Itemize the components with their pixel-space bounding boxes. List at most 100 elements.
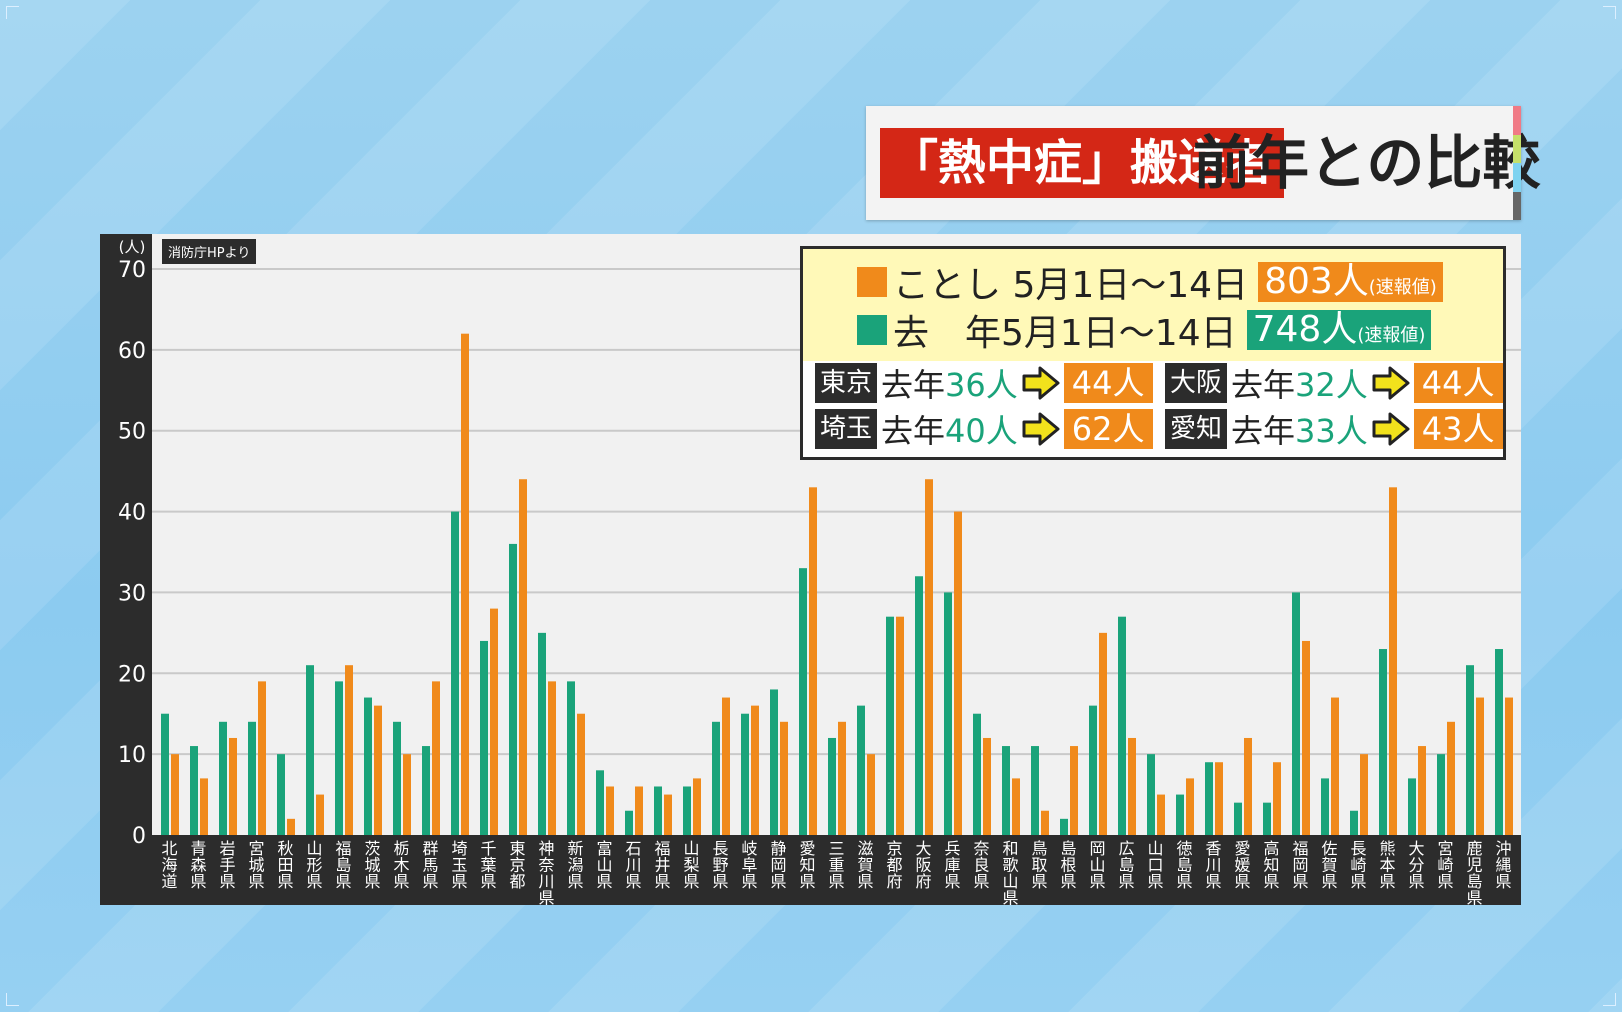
bar-this-year [606, 786, 614, 835]
bar-last-year [1292, 592, 1300, 835]
x-tick-label: 栃木県 [393, 839, 409, 891]
comparison-pref: 愛知 [1165, 409, 1228, 449]
x-tick-label: 鳥取県 [1031, 839, 1047, 891]
bar-last-year [422, 746, 430, 835]
comparison-prefix: 去年 [881, 366, 946, 404]
bar-last-year [915, 576, 923, 835]
x-tick-label: 東京都 [509, 839, 525, 891]
bar-this-year [200, 778, 208, 835]
y-axis-label: (人) [119, 238, 146, 256]
arrow-right-icon [1372, 366, 1410, 400]
bar-last-year [654, 786, 662, 835]
bar-last-year [248, 721, 256, 835]
bar-this-year [838, 721, 846, 835]
bar-this-year [432, 681, 440, 835]
last-year-count-badge: 748人(速報値) [1246, 309, 1432, 350]
last-year-count: 748人 [1252, 309, 1358, 350]
bar-this-year [403, 754, 411, 835]
bar-last-year [480, 640, 488, 835]
arrow-right-icon [1022, 366, 1060, 400]
bar-this-year [722, 697, 730, 835]
bar-last-year [1205, 762, 1213, 835]
comparison-last-value: 36人 [945, 366, 1018, 404]
this-year-label: ことし 5月1日～14日 [893, 265, 1249, 306]
x-tick-label: 福岡県 [1292, 839, 1308, 891]
frame-corner-top-right [1603, 6, 1616, 19]
bar-last-year [509, 543, 517, 835]
comparison-pref: 埼玉 [815, 409, 878, 449]
x-tick-label: 島根県 [1060, 839, 1076, 891]
x-tick-label: 群馬県 [422, 839, 438, 891]
y-tick-label: 10 [118, 743, 146, 768]
bar-last-year [393, 721, 401, 835]
bar-this-year [1447, 721, 1455, 835]
bar-last-year [1263, 802, 1271, 835]
bar-last-year [712, 721, 720, 835]
x-tick-label: 京都府 [886, 839, 902, 891]
x-tick-label: 愛知県 [799, 839, 815, 891]
y-tick-label: 20 [118, 662, 146, 687]
bar-this-year [229, 737, 237, 835]
x-tick-label: 秋田県 [277, 839, 293, 891]
x-tick-label: 千葉県 [480, 839, 496, 891]
frame-corner-bottom-left [6, 993, 19, 1006]
bar-last-year [1408, 778, 1416, 835]
bar-last-year [1147, 754, 1155, 835]
bar-this-year [258, 681, 266, 835]
bar-last-year [1031, 746, 1039, 835]
comparison-last-year: 去年40人 [881, 406, 1018, 452]
bar-last-year [973, 713, 981, 835]
comparison-prefix: 去年 [1231, 366, 1296, 404]
comparison-last-value: 33人 [1295, 412, 1368, 450]
bar-this-year [577, 713, 585, 835]
comparison-this-value: 62人 [1063, 409, 1153, 449]
x-tick-label: 徳島県 [1176, 839, 1192, 891]
bar-last-year [1495, 649, 1503, 835]
x-tick-label: 埼玉県 [451, 839, 467, 891]
bar-this-year [548, 681, 556, 835]
x-tick-label: 大分県 [1408, 839, 1424, 891]
x-tick-label: 富山県 [596, 839, 612, 891]
y-tick-label: 40 [118, 501, 146, 526]
frame-corner-bottom-right [1603, 993, 1616, 1006]
comparison-tokyo: 東京 去年36人 44人 [815, 363, 1153, 404]
bar-this-year [925, 479, 933, 835]
bar-last-year [1350, 810, 1358, 835]
x-tick-label: 青森県 [190, 839, 206, 891]
comparison-this-value: 43人 [1413, 409, 1503, 449]
x-tick-label: 滋賀県 [857, 839, 873, 891]
bar-last-year [364, 697, 372, 835]
bar-last-year [770, 689, 778, 835]
comparison-saitama: 埼玉 去年40人 62人 [815, 406, 1153, 452]
bar-last-year [219, 721, 227, 835]
y-tick-label: 0 [132, 824, 146, 849]
bar-last-year [1466, 665, 1474, 835]
arrow-right-icon [1022, 412, 1060, 446]
comparison-prefix: 去年 [1231, 412, 1296, 450]
this-year-count: 803人 [1264, 261, 1369, 302]
bar-last-year [799, 568, 807, 835]
x-tick-label: 鹿児島県 [1466, 839, 1482, 905]
bar-last-year [857, 705, 865, 835]
bar-last-year [306, 665, 314, 835]
bar-last-year [596, 770, 604, 835]
bar-this-year [519, 479, 527, 835]
bar-last-year [335, 681, 343, 835]
comparison-pref: 大阪 [1165, 363, 1228, 403]
comparison-prefix: 去年 [881, 412, 946, 450]
bar-this-year [954, 511, 962, 835]
title-color-stripes [1513, 106, 1521, 220]
bar-chart: 0 10 20 30 40 50 60 70 (人) 北海道青森県岩手県宮城県秋田県山形県福島県茨… [118, 238, 1521, 905]
bar-last-year [1176, 794, 1184, 835]
this-year-swatch [857, 267, 887, 297]
y-tick-label: 70 [118, 258, 146, 283]
bar-this-year [461, 333, 469, 835]
x-tick-label: 山梨県 [683, 839, 699, 891]
bar-last-year [277, 754, 285, 835]
bar-last-year [1379, 649, 1387, 835]
bar-this-year [316, 794, 324, 835]
x-tick-label: 静岡県 [770, 839, 786, 891]
bar-this-year [1041, 810, 1049, 835]
y-tick-label: 50 [118, 420, 146, 445]
x-tick-label: 愛媛県 [1234, 839, 1250, 891]
